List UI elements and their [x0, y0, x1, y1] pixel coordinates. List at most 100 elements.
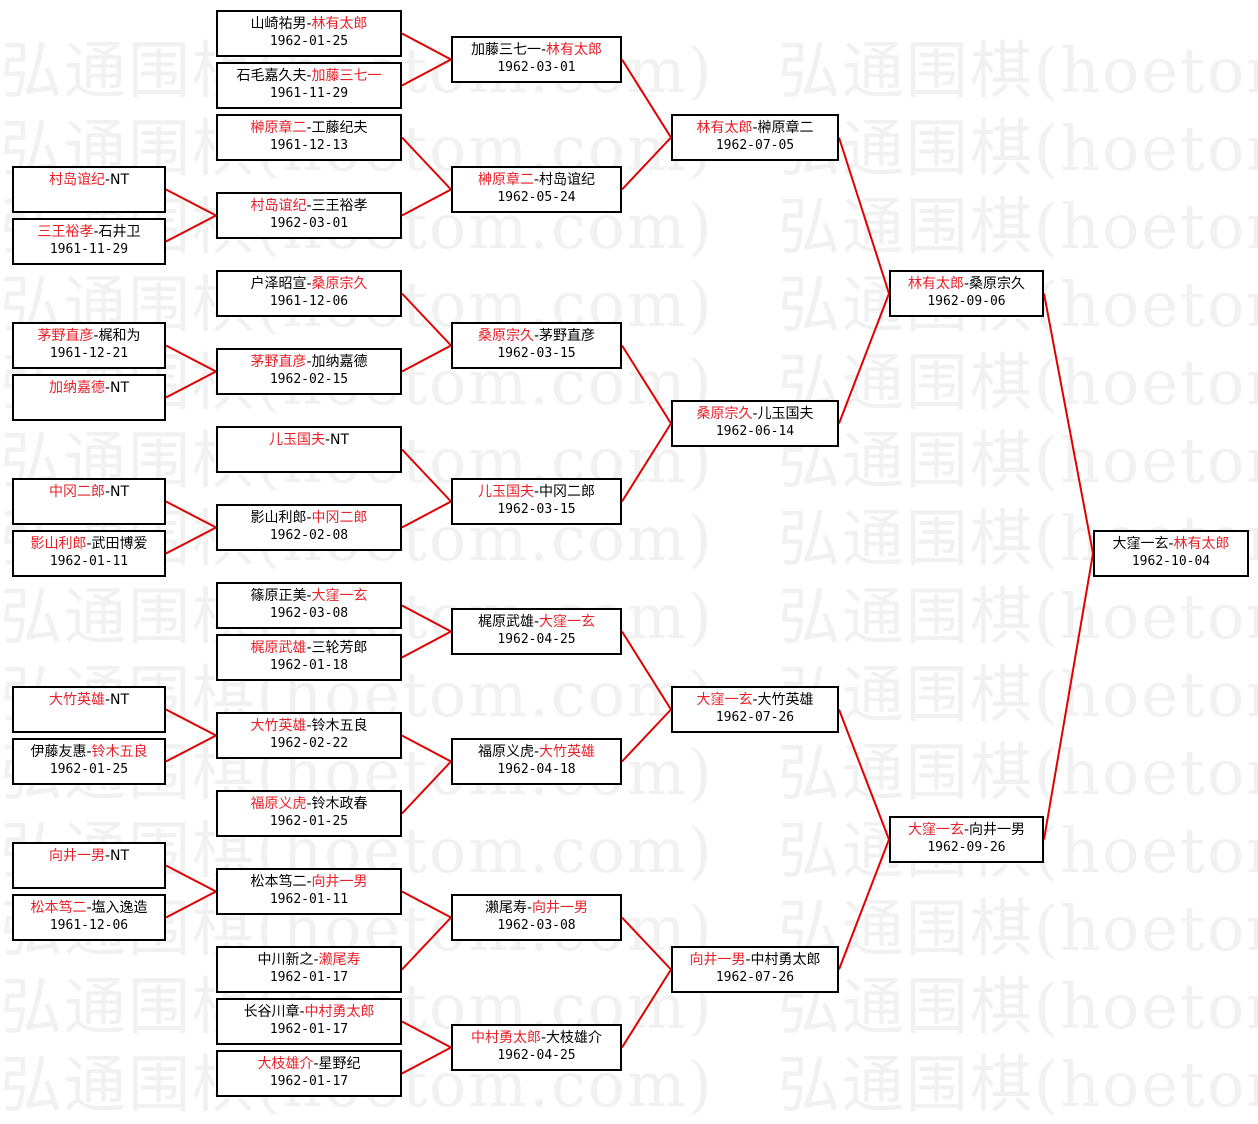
- match-box[interactable]: 大窪一玄-林有太郎 1962-10-04: [1093, 530, 1249, 577]
- match-box[interactable]: 加纳嘉德-NT: [12, 374, 166, 421]
- match-box[interactable]: 长谷川章-中村勇太郎 1962-01-17: [216, 998, 402, 1045]
- connector-line: [165, 214, 217, 243]
- separator: -: [752, 406, 758, 422]
- separator: -: [306, 354, 312, 370]
- player-2: 林有太郎: [546, 42, 603, 58]
- match-players: 福原义虎-大竹英雄: [453, 743, 620, 761]
- match-box[interactable]: 儿玉国夫-NT: [216, 426, 402, 473]
- player-1: 向井一男: [48, 848, 105, 864]
- match-players: 松本笃二-向井一男: [218, 873, 400, 891]
- connector-line: [401, 500, 452, 529]
- match-box[interactable]: 影山利郎-武田博爱 1962-01-11: [12, 530, 166, 577]
- player-2: 塩入逸造: [91, 900, 148, 916]
- match-box[interactable]: 松本笃二-向井一男 1962-01-11: [216, 868, 402, 915]
- player-2: 大窪一玄: [539, 614, 596, 630]
- match-date: 1962-06-14: [715, 424, 795, 439]
- connector-line: [165, 708, 217, 737]
- match-box[interactable]: 中村勇太郎-大枝雄介 1962-04-25: [451, 1024, 622, 1071]
- match-box[interactable]: 桑原宗久-儿玉国夫 1962-06-14: [671, 400, 839, 447]
- match-box[interactable]: 篠原正美-大窪一玄 1962-03-08: [216, 582, 402, 629]
- match-date: 1962-05-24: [497, 190, 576, 205]
- player-1: 儿玉国夫: [268, 432, 325, 448]
- match-box[interactable]: 松本笃二-塩入逸造 1961-12-06: [12, 894, 166, 941]
- match-date: 1962-03-15: [497, 502, 576, 517]
- match-box[interactable]: 梶原武雄-大窪一玄 1962-04-25: [451, 608, 622, 655]
- player-1: 大竹英雄: [250, 718, 307, 734]
- separator: -: [533, 172, 540, 188]
- match-date: 1962-07-26: [715, 970, 795, 985]
- separator: -: [86, 536, 92, 552]
- player-1: 伊藤友惠: [30, 744, 87, 760]
- player-1: 大窪一玄: [1112, 536, 1169, 552]
- player-2: 三王裕孝: [311, 198, 368, 214]
- match-players: 篠原正美-大窪一玄: [218, 587, 400, 605]
- connector-line: [621, 422, 672, 503]
- separator: -: [104, 380, 111, 396]
- match-box[interactable]: 林有太郎-桑原宗久 1962-09-06: [889, 270, 1044, 317]
- match-players: 茅野直彦-加纳嘉德: [218, 353, 400, 371]
- match-box[interactable]: 向井一男-NT: [12, 842, 166, 889]
- match-date: 1961-11-29: [49, 242, 129, 257]
- match-players: 三王裕孝-石井卫: [14, 223, 164, 241]
- connector-line: [401, 136, 452, 191]
- match-box[interactable]: 濑尾寿-向井一男 1962-03-08: [451, 894, 622, 941]
- match-box[interactable]: 中冈二郎-NT: [12, 478, 166, 525]
- separator: -: [1168, 536, 1174, 552]
- match-box[interactable]: 户泽昭宣-桑原宗久 1961-12-06: [216, 270, 402, 317]
- match-box[interactable]: 福原义虎-大竹英雄 1962-04-18: [451, 738, 622, 785]
- player-2: 桑原宗久: [311, 276, 368, 292]
- match-box[interactable]: 桑原宗久-茅野直彦 1962-03-15: [451, 322, 622, 369]
- player-2: 榊原章二: [757, 120, 814, 136]
- match-box[interactable]: 福原义虎-铃木政春 1962-01-25: [216, 790, 402, 837]
- player-1: 林有太郎: [907, 276, 964, 292]
- match-players: 松本笃二-塩入逸造: [14, 899, 164, 917]
- match-box[interactable]: 梶原武雄-三轮芳郎 1962-01-18: [216, 634, 402, 681]
- separator: -: [526, 900, 533, 916]
- match-box[interactable]: 儿玉国夫-中冈二郎 1962-03-15: [451, 478, 622, 525]
- match-box[interactable]: 大窪一玄-向井一男 1962-09-26: [889, 816, 1044, 863]
- match-box[interactable]: 茅野直彦-加纳嘉德 1962-02-15: [216, 348, 402, 395]
- match-box[interactable]: 村岛谊纪-NT: [12, 166, 166, 213]
- player-1: 村岛谊纪: [48, 172, 105, 188]
- connector-line: [165, 344, 217, 373]
- match-box[interactable]: 石毛嘉久夫-加藤三七一 1961-11-29: [216, 62, 402, 109]
- match-box[interactable]: 村岛谊纪-三王裕孝 1962-03-01: [216, 192, 402, 239]
- match-date: 1962-03-01: [497, 60, 576, 75]
- connector-line: [838, 137, 890, 294]
- separator: -: [752, 120, 758, 136]
- separator: -: [533, 614, 540, 630]
- match-box[interactable]: 大枝雄介-星野纪 1962-01-17: [216, 1050, 402, 1097]
- separator: -: [306, 796, 312, 812]
- player-1: 林有太郎: [696, 120, 753, 136]
- connector-line: [401, 916, 452, 971]
- match-box[interactable]: 茅野直彦-梶和为 1961-12-21: [12, 322, 166, 369]
- player-1: 桑原宗久: [477, 328, 534, 344]
- match-box[interactable]: 影山利郎-中冈二郎 1962-02-08: [216, 504, 402, 551]
- match-box[interactable]: 向井一男-中村勇太郎 1962-07-26: [671, 946, 839, 993]
- match-box[interactable]: 三王裕孝-石井卫 1961-11-29: [12, 218, 166, 265]
- separator: -: [93, 224, 99, 240]
- match-box[interactable]: 榊原章二-工藤纪夫 1961-12-13: [216, 114, 402, 161]
- separator: -: [306, 640, 312, 656]
- match-box[interactable]: 加藤三七一-林有太郎 1962-03-01: [451, 36, 622, 83]
- connector-line: [621, 968, 672, 1049]
- match-box[interactable]: 大竹英雄-NT: [12, 686, 166, 733]
- connector-line: [621, 708, 672, 763]
- connector-line: [401, 188, 452, 217]
- match-box[interactable]: 榊原章二-村岛谊纪 1962-05-24: [451, 166, 622, 213]
- match-box[interactable]: 伊藤友惠-铃木五良 1962-01-25: [12, 738, 166, 785]
- match-box[interactable]: 山崎祐男-林有太郎 1962-01-25: [216, 10, 402, 57]
- match-box[interactable]: 大窪一玄-大竹英雄 1962-07-26: [671, 686, 839, 733]
- player-1: 篠原正美: [250, 588, 307, 604]
- match-date: 1962-03-08: [269, 606, 349, 621]
- match-players: 村岛谊纪-三王裕孝: [218, 197, 400, 215]
- match-box[interactable]: 大竹英雄-铃木五良 1962-02-22: [216, 712, 402, 759]
- match-players: 儿玉国夫-中冈二郎: [453, 483, 620, 501]
- player-2: 桑原宗久: [969, 276, 1026, 292]
- match-date: 1962-09-06: [927, 294, 1006, 309]
- match-players: 林有太郎-榊原章二: [673, 119, 837, 137]
- match-box[interactable]: 中川新之-濑尾寿 1962-01-17: [216, 946, 402, 993]
- match-date: 1962-02-22: [269, 736, 349, 751]
- match-box[interactable]: 林有太郎-榊原章二 1962-07-05: [671, 114, 839, 161]
- player-2: 儿玉国夫: [757, 406, 814, 422]
